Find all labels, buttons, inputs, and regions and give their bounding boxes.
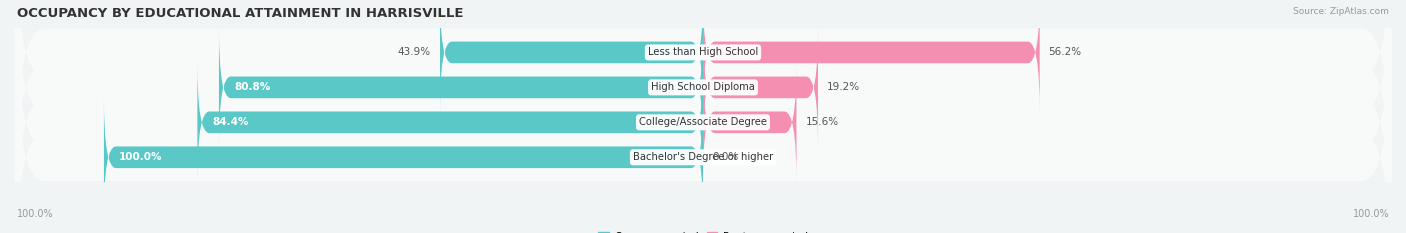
Text: Bachelor's Degree or higher: Bachelor's Degree or higher bbox=[633, 152, 773, 162]
FancyBboxPatch shape bbox=[703, 0, 1039, 112]
FancyBboxPatch shape bbox=[197, 63, 703, 181]
Text: 100.0%: 100.0% bbox=[17, 209, 53, 219]
FancyBboxPatch shape bbox=[14, 0, 1392, 233]
FancyBboxPatch shape bbox=[440, 0, 703, 112]
FancyBboxPatch shape bbox=[703, 28, 818, 147]
FancyBboxPatch shape bbox=[703, 63, 796, 181]
Text: 100.0%: 100.0% bbox=[120, 152, 163, 162]
FancyBboxPatch shape bbox=[219, 28, 703, 147]
Text: 84.4%: 84.4% bbox=[212, 117, 249, 127]
Text: High School Diploma: High School Diploma bbox=[651, 82, 755, 92]
Text: 0.0%: 0.0% bbox=[711, 152, 738, 162]
Text: Less than High School: Less than High School bbox=[648, 48, 758, 57]
FancyBboxPatch shape bbox=[14, 0, 1392, 233]
FancyBboxPatch shape bbox=[104, 98, 703, 216]
Text: OCCUPANCY BY EDUCATIONAL ATTAINMENT IN HARRISVILLE: OCCUPANCY BY EDUCATIONAL ATTAINMENT IN H… bbox=[17, 7, 464, 20]
FancyBboxPatch shape bbox=[14, 0, 1392, 203]
Text: 43.9%: 43.9% bbox=[398, 48, 432, 57]
Text: 15.6%: 15.6% bbox=[806, 117, 838, 127]
FancyBboxPatch shape bbox=[14, 6, 1392, 233]
Text: 56.2%: 56.2% bbox=[1049, 48, 1081, 57]
Text: 19.2%: 19.2% bbox=[827, 82, 860, 92]
Legend: Owner-occupied, Renter-occupied: Owner-occupied, Renter-occupied bbox=[595, 227, 811, 233]
Text: 100.0%: 100.0% bbox=[1353, 209, 1389, 219]
Text: College/Associate Degree: College/Associate Degree bbox=[638, 117, 768, 127]
Text: Source: ZipAtlas.com: Source: ZipAtlas.com bbox=[1294, 7, 1389, 16]
Text: 80.8%: 80.8% bbox=[233, 82, 270, 92]
